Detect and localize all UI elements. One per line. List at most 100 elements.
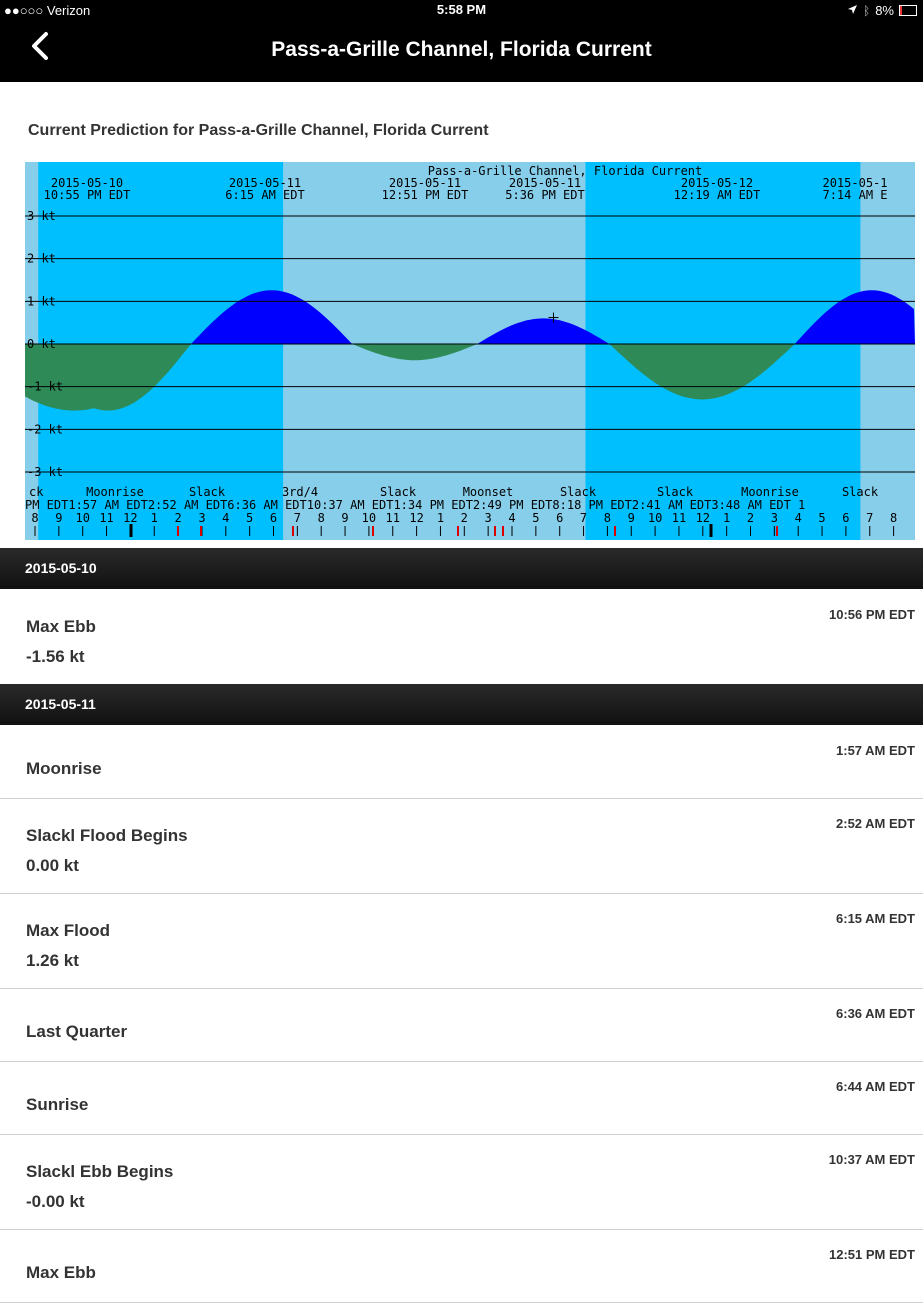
event-name: Max Ebb xyxy=(26,1263,96,1282)
hour-label: 11 xyxy=(386,511,400,525)
event-time: 10:37 AM EDT xyxy=(828,1152,915,1167)
hour-label: 9 xyxy=(55,511,62,525)
hour-label: 11 xyxy=(99,511,113,525)
bottom-event-times: PM EDT1:57 AM EDT2:52 AM EDT6:36 AM EDT1… xyxy=(25,498,805,512)
y-tick-label: 0 kt xyxy=(27,337,56,351)
top-event-time: 12:51 PM EDT xyxy=(382,188,469,202)
bottom-event-name: 3rd/4 xyxy=(282,485,318,499)
top-event-time: 5:36 PM EDT xyxy=(505,188,584,202)
event-name: Slackl Flood Begins xyxy=(26,826,188,845)
flood-area xyxy=(477,318,610,344)
event-row[interactable]: Max Ebb 12:51 PM EDT xyxy=(0,1229,923,1303)
event-value: -1.56 kt xyxy=(26,647,85,666)
top-event-date: 2015-05-12 xyxy=(681,176,753,190)
day-header: 2015-05-10 xyxy=(0,548,923,589)
hour-label: 5 xyxy=(532,511,539,525)
event-value: 1.26 kt xyxy=(26,951,79,970)
status-bar: ●●○○○ Verizon 5:58 PM ᛒ 8% xyxy=(0,0,923,20)
event-time: 6:15 AM EDT xyxy=(836,911,915,926)
hour-label: 7 xyxy=(294,511,301,525)
hour-label: 4 xyxy=(222,511,229,525)
hour-label: 4 xyxy=(508,511,515,525)
hour-label: 4 xyxy=(795,511,802,525)
bluetooth-icon: ᛒ xyxy=(863,3,871,18)
event-name: Sunrise xyxy=(26,1095,89,1114)
y-tick-label: 1 kt xyxy=(27,294,56,308)
nav-title: Pass-a-Grille Channel, Florida Current xyxy=(271,38,652,61)
event-row[interactable]: Slackl Flood Begins 0.00 kt 2:52 AM EDT xyxy=(0,798,923,894)
event-row[interactable]: Last Quarter 6:36 AM EDT xyxy=(0,988,923,1062)
hour-label: 10 xyxy=(648,511,662,525)
event-row[interactable]: Max Flood 1.26 kt 6:15 AM EDT xyxy=(0,893,923,989)
current-chart-svg: 3 kt 2 kt 1 kt 0 kt -1 kt -2 kt -3 kt Pass-a-Gr… xyxy=(25,162,915,540)
hour-label: 6 xyxy=(270,511,277,525)
flood-area xyxy=(794,290,915,344)
event-row[interactable]: Max Ebb -1.56 kt 10:56 PM EDT xyxy=(0,589,923,685)
hour-label: 1 xyxy=(723,511,730,525)
bottom-event-name: Moonrise xyxy=(741,485,799,499)
carrier-label: ●●○○○ Verizon xyxy=(4,3,91,18)
flood-area xyxy=(191,290,353,344)
day-date: 2015-05-11 xyxy=(25,696,96,712)
hour-label: 7 xyxy=(866,511,873,525)
event-value: -0.00 kt xyxy=(26,1192,85,1211)
top-event-time: 7:14 AM E xyxy=(822,188,887,202)
hour-label: 5 xyxy=(818,511,825,525)
back-button[interactable] xyxy=(26,28,62,68)
y-tick-label: 3 kt xyxy=(27,209,56,223)
event-row[interactable]: Sunrise 6:44 AM EDT xyxy=(0,1061,923,1135)
page-heading: Current Prediction for Pass-a-Grille Cha… xyxy=(28,122,489,139)
chevron-left-icon xyxy=(32,32,48,60)
ebb-area xyxy=(352,344,478,361)
hour-label: 8 xyxy=(31,511,38,525)
bottom-event-name: Slack xyxy=(560,485,597,499)
current-chart: 3 kt 2 kt 1 kt 0 kt -1 kt -2 kt -3 kt Pass-a-Gr… xyxy=(25,162,915,540)
hour-label: 7 xyxy=(580,511,587,525)
hour-label: 10 xyxy=(362,511,376,525)
hour-label: 2 xyxy=(747,511,754,525)
top-event-date: 2015-05-1 xyxy=(822,176,887,190)
hour-label: 10 xyxy=(75,511,89,525)
event-time: 6:36 AM EDT xyxy=(836,1006,915,1021)
event-row[interactable]: Moonrise 1:57 AM EDT xyxy=(0,725,923,799)
day-header: 2015-05-11 xyxy=(0,684,923,725)
hour-label: 8 xyxy=(318,511,325,525)
location-arrow-icon xyxy=(847,3,858,18)
hour-label: 12 xyxy=(123,511,137,525)
event-time: 2:52 AM EDT xyxy=(836,816,915,831)
event-name: Slackl Ebb Begins xyxy=(26,1162,174,1181)
bottom-event-name: Slack xyxy=(657,485,694,499)
event-row[interactable]: Slackl Ebb Begins -0.00 kt 10:37 AM EDT xyxy=(0,1134,923,1230)
hour-label: 5 xyxy=(246,511,253,525)
bottom-event-name: Moonrise xyxy=(86,485,144,499)
top-event-time: 12:19 AM EDT xyxy=(674,188,761,202)
event-time: 10:56 PM EDT xyxy=(829,607,915,622)
bottom-event-name: Slack xyxy=(842,485,879,499)
ebb-area xyxy=(25,344,191,411)
hour-label: 1 xyxy=(437,511,444,525)
hour-label: 2 xyxy=(461,511,468,525)
top-event-date: 2015-05-10 xyxy=(51,176,123,190)
hour-label: 8 xyxy=(604,511,611,525)
ebb-area xyxy=(609,344,795,400)
hour-label: 11 xyxy=(672,511,686,525)
bottom-event-name: Slack xyxy=(380,485,417,499)
hour-label: 9 xyxy=(341,511,348,525)
top-event-time: 10:55 PM EDT xyxy=(44,188,131,202)
y-tick-label: -1 kt xyxy=(27,380,63,394)
status-right: ᛒ 8% xyxy=(847,3,917,18)
hour-label: 3 xyxy=(771,511,778,525)
event-name: Moonrise xyxy=(26,759,102,778)
status-time: 5:58 PM xyxy=(436,2,487,17)
event-value: 0.00 kt xyxy=(26,856,79,875)
event-name: Last Quarter xyxy=(26,1022,128,1041)
y-tick-label: -2 kt xyxy=(27,422,63,436)
hour-label: 2 xyxy=(174,511,181,525)
top-event-time: 6:15 AM EDT xyxy=(225,188,304,202)
y-tick-label: -3 kt xyxy=(27,465,63,479)
bottom-event-name: Moonset xyxy=(463,485,514,499)
battery-icon xyxy=(899,5,917,16)
top-event-date: 2015-05-11 xyxy=(509,176,581,190)
nav-bar: Pass-a-Grille Channel, Florida Current xyxy=(0,20,923,82)
hour-label: 6 xyxy=(556,511,563,525)
